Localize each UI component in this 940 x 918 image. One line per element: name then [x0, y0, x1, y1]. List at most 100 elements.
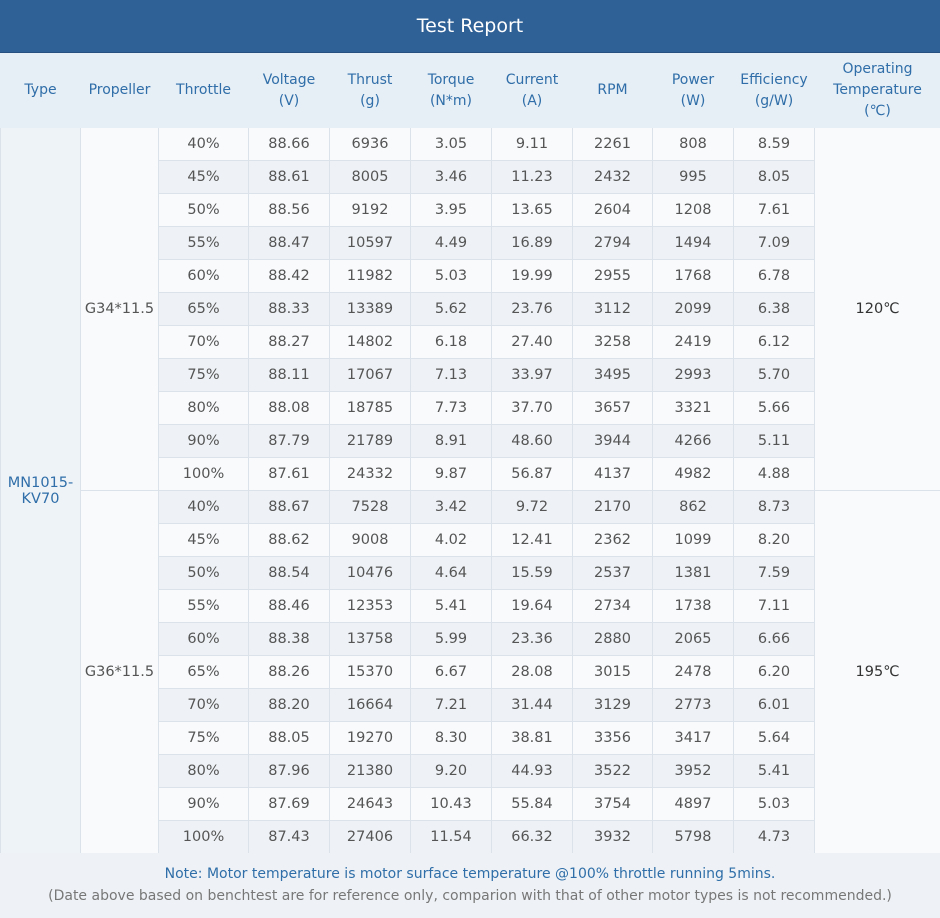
text-line: (g/W)	[754, 92, 794, 109]
text-line: (V)	[278, 92, 300, 109]
data-cell: 7.73	[410, 391, 492, 425]
data-cell: 6.38	[733, 292, 815, 326]
data-cell: 87.61	[248, 457, 330, 491]
data-cell: 21380	[329, 754, 411, 788]
data-cell: 7.21	[410, 688, 492, 722]
data-cell: 5798	[652, 820, 734, 854]
data-cell: 70%	[158, 688, 249, 722]
data-cell: 50%	[158, 193, 249, 227]
text-line: Operating	[842, 61, 913, 77]
data-cell: 8.73	[733, 490, 815, 524]
data-cell: 6.18	[410, 325, 492, 359]
data-cell: 10597	[329, 226, 411, 260]
data-row: 55% 88.47 10597 4.49 16.89 2794 1494 7.09	[1, 226, 940, 260]
data-cell: 1768	[652, 259, 734, 293]
data-cell: 3932	[572, 820, 653, 854]
text-line: (A)	[521, 92, 543, 109]
data-cell: 6.78	[733, 259, 815, 293]
data-cell: 31.44	[491, 688, 573, 722]
text-line: Temperature	[833, 82, 922, 98]
data-cell: 13.65	[491, 193, 573, 227]
data-cell: 3754	[572, 787, 653, 821]
text-line: Type	[24, 82, 57, 98]
data-cell: 100%	[158, 457, 249, 491]
data-cell: 2955	[572, 259, 653, 293]
data-cell: 6936	[329, 127, 411, 161]
text-line: Thrust	[347, 71, 393, 88]
data-cell: 8005	[329, 160, 411, 194]
propeller-cell: G34*11.5	[80, 127, 159, 491]
data-cell: 33.97	[491, 358, 573, 392]
data-cell: 2099	[652, 292, 734, 326]
data-cell: 9.20	[410, 754, 492, 788]
data-row: 80% 87.96 21380 9.20 44.93 3522 3952 5.41	[1, 754, 940, 788]
footer-note: Note: Motor temperature is motor surface…	[164, 866, 776, 882]
text-line: Voltage	[262, 71, 316, 88]
data-cell: 4.02	[410, 523, 492, 557]
data-cell: 88.11	[248, 358, 330, 392]
text-line: Throttle	[176, 82, 231, 98]
data-cell: 56.87	[491, 457, 573, 491]
data-cell: 2734	[572, 589, 653, 623]
data-cell: 9008	[329, 523, 411, 557]
data-row: 60% 88.42 11982 5.03 19.99 2955 1768 6.78	[1, 259, 940, 293]
data-cell: 9.11	[491, 127, 573, 161]
text-line: (N*m)	[429, 92, 473, 109]
data-cell: 24643	[329, 787, 411, 821]
data-row: 90% 87.69 24643 10.43 55.84 3754 4897 5.03	[1, 787, 940, 821]
data-cell: 1208	[652, 193, 734, 227]
data-cell: 7.11	[733, 589, 815, 623]
data-cell: 90%	[158, 424, 249, 458]
data-cell: 88.66	[248, 127, 330, 161]
data-row: 75% 88.11 17067 7.13 33.97 3495 2993 5.70	[1, 358, 940, 392]
data-row: 90% 87.79 21789 8.91 48.60 3944 4266 5.11	[1, 424, 940, 458]
data-cell: 3522	[572, 754, 653, 788]
data-cell: 27.40	[491, 325, 573, 359]
footer-disclaimer: (Date above based on benchtest are for r…	[48, 888, 892, 904]
data-cell: 16.89	[491, 226, 573, 260]
data-cell: 3129	[572, 688, 653, 722]
data-cell: 3417	[652, 721, 734, 755]
data-cell: 5.62	[410, 292, 492, 326]
data-cell: 4.73	[733, 820, 815, 854]
data-cell: 3258	[572, 325, 653, 359]
data-cell: 55%	[158, 226, 249, 260]
data-cell: 80%	[158, 391, 249, 425]
data-cell: 4.88	[733, 457, 815, 491]
data-cell: 80%	[158, 754, 249, 788]
data-cell: 48.60	[491, 424, 573, 458]
column-header: Throttle	[158, 53, 249, 128]
data-cell: 9.87	[410, 457, 492, 491]
data-cell: 2993	[652, 358, 734, 392]
data-cell: 87.43	[248, 820, 330, 854]
data-cell: 11.23	[491, 160, 573, 194]
data-cell: 2432	[572, 160, 653, 194]
data-cell: 88.33	[248, 292, 330, 326]
data-cell: 5.03	[733, 787, 815, 821]
data-cell: 5.41	[733, 754, 815, 788]
text-line: (g)	[360, 92, 380, 109]
data-cell: 45%	[158, 160, 249, 194]
data-cell: 88.62	[248, 523, 330, 557]
table-body: MN1015- KV70 G34*11.5 40% 88.66 6936 3.05 9.11 2…	[0, 127, 940, 854]
propeller-cell: G36*11.5	[80, 490, 159, 854]
data-cell: 19.64	[491, 589, 573, 623]
data-cell: 27406	[329, 820, 411, 854]
data-row: 65% 88.33 13389 5.62 23.76 3112 2099 6.38	[1, 292, 940, 326]
temperature-cell: 120℃	[814, 127, 940, 491]
data-cell: 88.26	[248, 655, 330, 689]
data-cell: 5.64	[733, 721, 815, 755]
data-cell: 5.11	[733, 424, 815, 458]
data-cell: 808	[652, 127, 734, 161]
data-cell: 88.05	[248, 721, 330, 755]
data-cell: 15370	[329, 655, 411, 689]
data-cell: 45%	[158, 523, 249, 557]
data-cell: 2604	[572, 193, 653, 227]
data-cell: 40%	[158, 490, 249, 524]
data-row: 75% 88.05 19270 8.30 38.81 3356 3417 5.64	[1, 721, 940, 755]
data-cell: 2537	[572, 556, 653, 590]
data-cell: 40%	[158, 127, 249, 161]
data-row: MN1015- KV70 G34*11.5 40% 88.66 6936 3.05 9.11 2…	[0, 127, 940, 854]
data-cell: 28.08	[491, 655, 573, 689]
